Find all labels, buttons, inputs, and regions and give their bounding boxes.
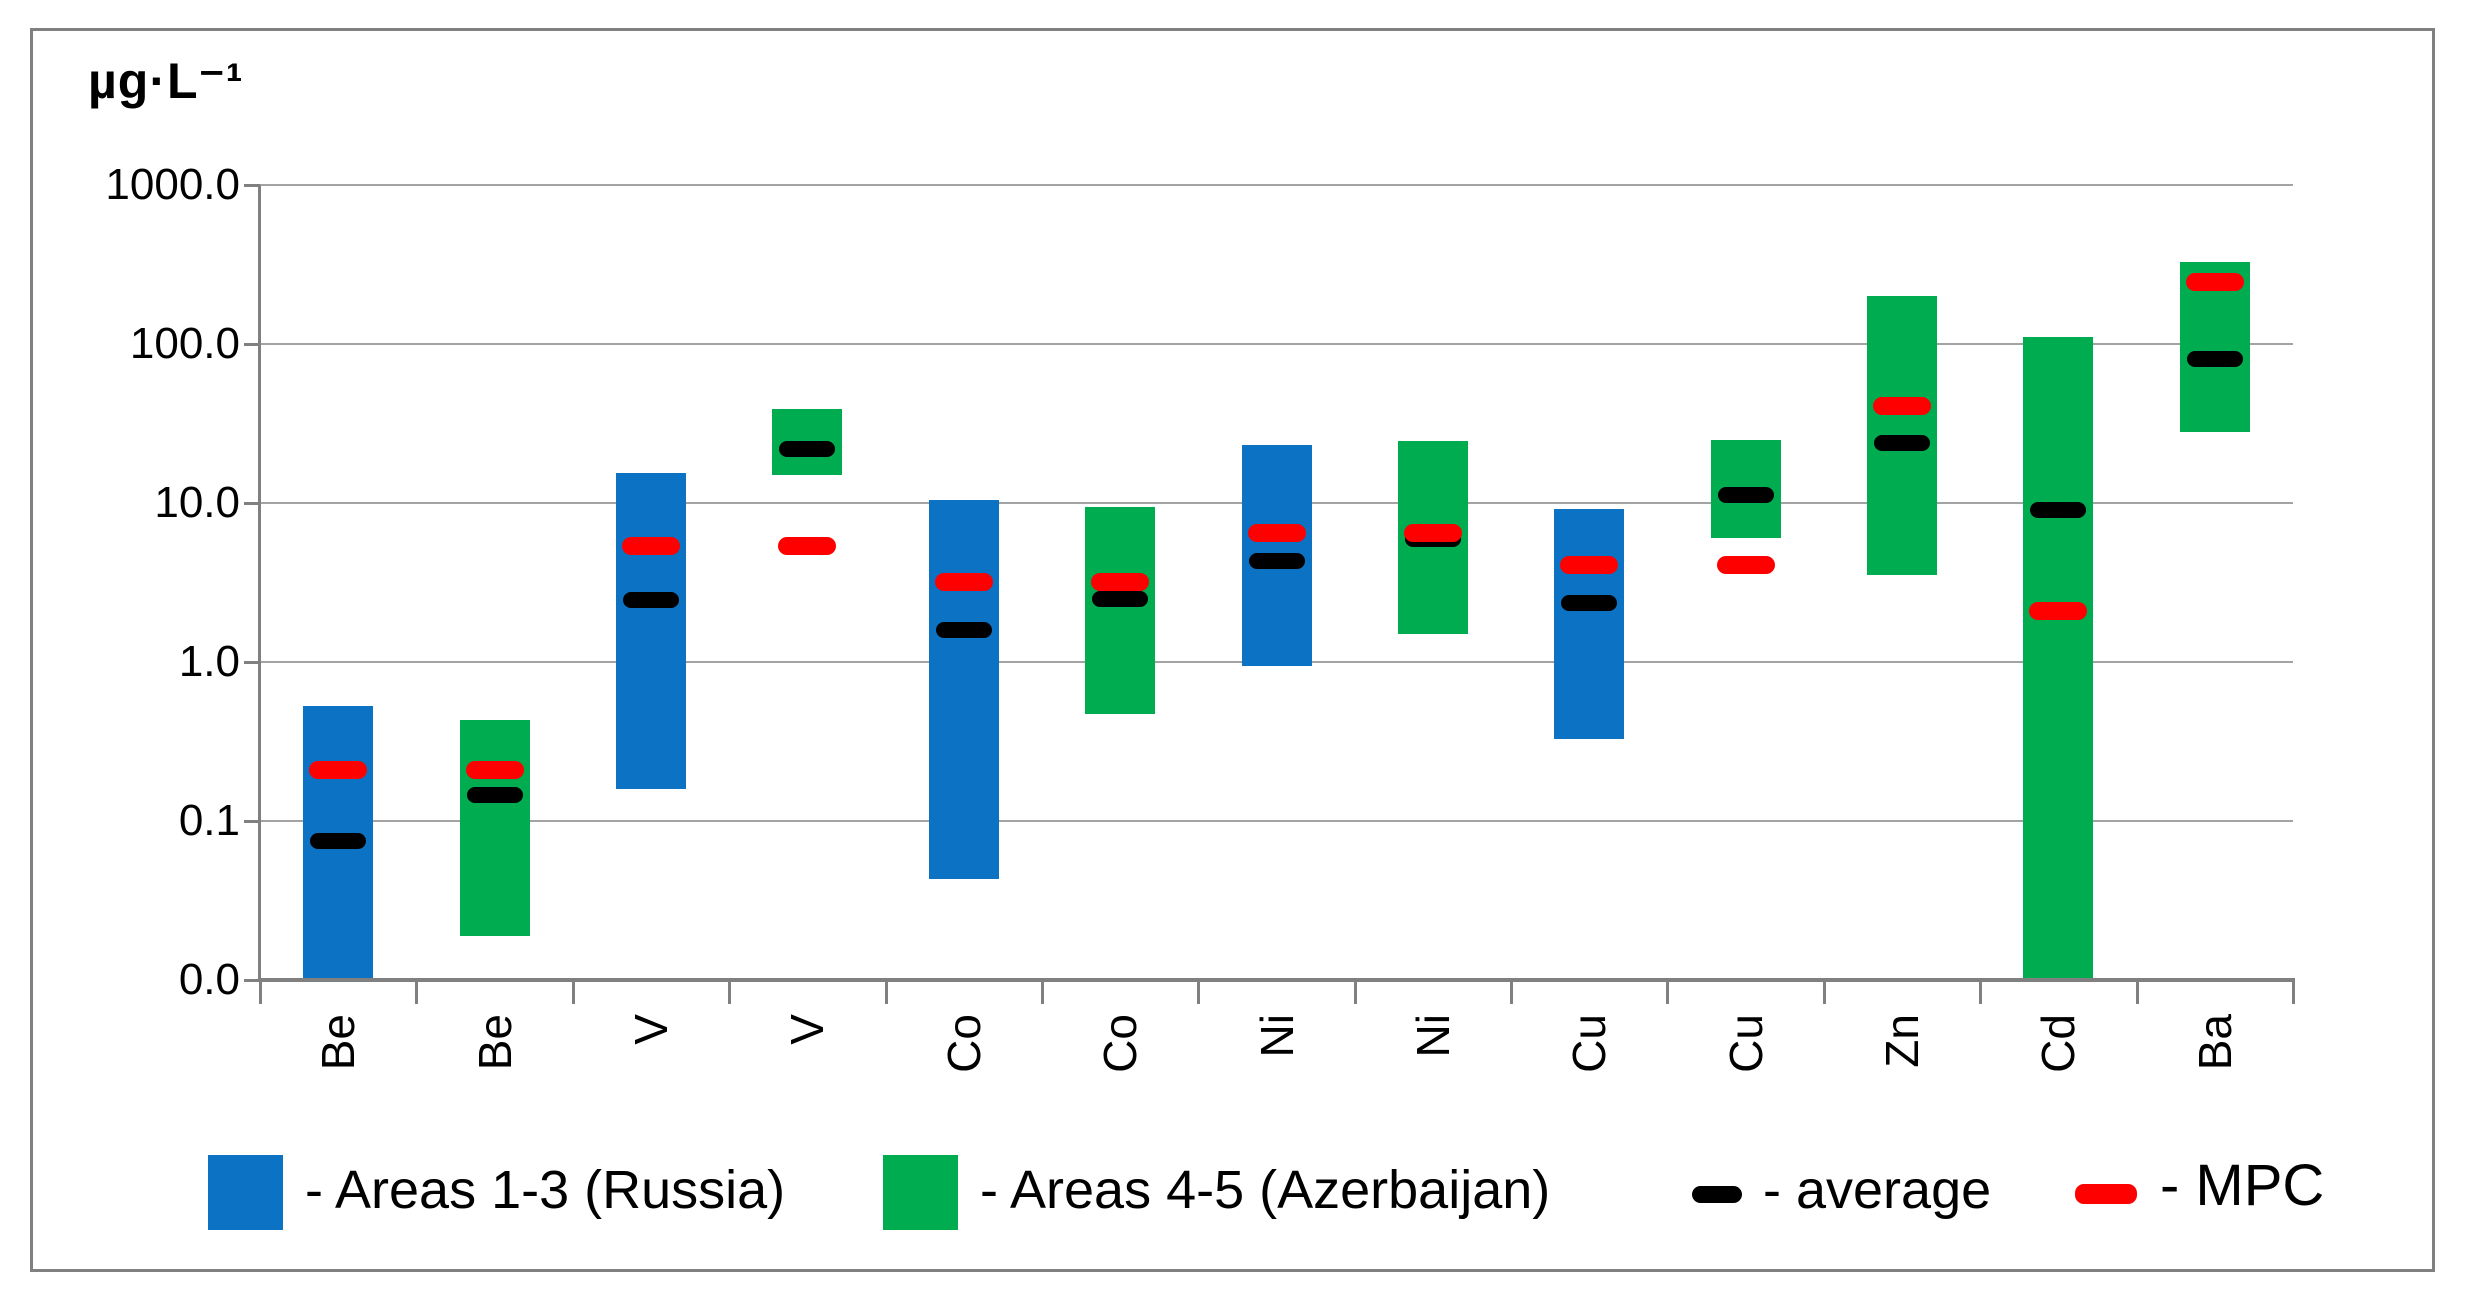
mpc-dash-Zn-azerbaijan [1873,396,1932,415]
average-dash-Be-azerbaijan [466,787,523,804]
mpc-dash-Ni-russia [1247,523,1306,542]
x-axis-label-Be-0: Be [312,1014,365,1071]
y-axis-tick [244,502,260,505]
x-axis-tick [415,980,419,1004]
y-axis-tick [244,343,260,346]
range-bar-V-russia [615,472,686,789]
x-axis-label-Co-4: Co [937,1014,990,1073]
y-axis-line [258,185,261,980]
x-axis-tick [2292,980,2295,1004]
y-axis-tick [244,661,260,664]
x-axis-tick [1353,980,1357,1004]
average-dash-Ni-russia [1248,553,1305,570]
x-axis-label-Cu-9: Cu [1719,1014,1772,1073]
legend-mpc-dash-icon [2075,1184,2137,1204]
x-axis-tick [884,980,888,1004]
average-dash-V-azerbaijan [779,440,836,457]
range-bar-Co-russia [928,499,999,880]
mpc-dash-V-russia [621,536,680,555]
x-axis-tick [1510,980,1514,1004]
legend-label-average: - average [1763,1160,1992,1220]
gridline-100.0 [260,343,2293,345]
x-axis-label-Ni-6: Ni [1250,1014,1303,1058]
y-axis-label-1000.0: 1000.0 [105,160,240,209]
x-axis-tick [1040,980,1044,1004]
x-axis-label-Ba-12: Ba [2188,1014,2241,1071]
gridline-1000.0 [260,184,2293,186]
x-axis-tick [728,980,732,1004]
figure-border [30,28,2435,1272]
mpc-dash-Be-azerbaijan [465,760,524,779]
x-axis-label-V-2: V [624,1014,677,1045]
y-axis-label-1.0: 1.0 [178,637,240,686]
average-dash-Ba-azerbaijan [2186,351,2243,368]
mpc-dash-Ni-azerbaijan [1403,523,1462,542]
x-axis-tick [571,980,575,1004]
range-bar-Be-azerbaijan [459,720,530,936]
mpc-dash-Cu-azerbaijan [1716,555,1775,574]
x-axis-label-Cu-8: Cu [1563,1014,1616,1073]
x-axis-label-Cd-11: Cd [2032,1014,2085,1073]
x-axis-label-Ni-7: Ni [1406,1014,1459,1058]
legend-swatch-areas-4-5 [883,1155,958,1230]
y-axis-label-0.0: 0.0 [178,955,240,1004]
gridline-0.1 [260,820,2293,822]
y-axis-label-10.0: 10.0 [154,478,240,527]
legend-label-mpc: - MPC [2160,1153,2325,1218]
mpc-dash-Co-russia [934,572,993,591]
x-axis-label-Be-1: Be [468,1014,521,1071]
y-axis-tick [244,979,260,982]
legend-average-dash-icon [1692,1186,1742,1203]
y-axis-tick [244,184,260,187]
x-axis-tick [259,980,262,1004]
average-dash-Co-russia [935,621,992,638]
mpc-dash-V-azerbaijan [778,536,837,555]
average-dash-Be-russia [310,832,367,849]
y-axis-label-100.0: 100.0 [129,319,240,368]
mpc-dash-Cu-russia [1560,555,1619,574]
x-axis-tick [2135,980,2139,1004]
legend-label-areas-1-3: - Areas 1-3 (Russia) [305,1160,786,1220]
average-dash-Zn-azerbaijan [1874,434,1931,451]
legend-label-areas-4-5: - Areas 4-5 (Azerbaijan) [980,1160,1551,1220]
x-axis-tick [1666,980,1670,1004]
y-axis-unit-label: µg·L⁻¹ [88,53,244,109]
x-axis-tick [1197,980,1201,1004]
y-axis-label-0.1: 0.1 [178,796,240,845]
x-axis-label-Co-5: Co [1094,1014,1147,1073]
average-dash-Cu-russia [1561,595,1618,611]
range-bar-Co-azerbaijan [1085,506,1156,715]
mpc-dash-Be-russia [309,760,368,779]
range-bar-Cd-azerbaijan [2023,337,2094,980]
y-axis-tick [244,820,260,823]
mpc-dash-Cd-azerbaijan [2029,601,2088,620]
average-dash-Cu-azerbaijan [1717,486,1774,503]
average-dash-Co-azerbaijan [1092,590,1149,607]
legend-swatch-areas-1-3 [208,1155,283,1230]
x-axis-line [258,978,2295,982]
x-axis-tick [1979,980,1983,1004]
range-bar-Cu-russia [1554,508,1625,739]
average-dash-Cd-azerbaijan [2030,502,2087,519]
mpc-dash-Ba-azerbaijan [2185,273,2244,292]
x-axis-tick [1822,980,1826,1004]
x-axis-label-V-3: V [781,1014,834,1045]
x-axis-label-Zn-10: Zn [1876,1014,1929,1068]
average-dash-V-russia [622,592,679,609]
mpc-dash-Co-azerbaijan [1091,572,1150,591]
